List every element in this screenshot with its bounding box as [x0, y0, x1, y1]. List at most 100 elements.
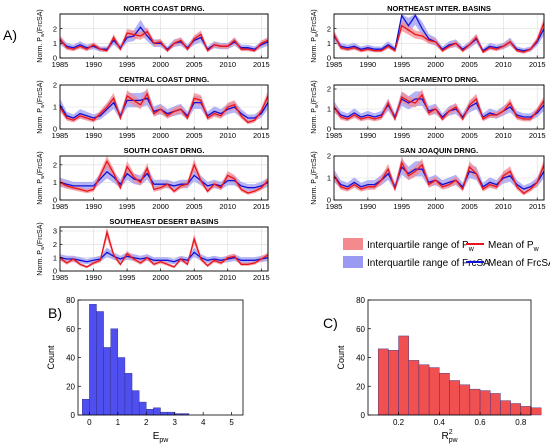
hist-b-x-tick-label: 4: [201, 418, 206, 427]
panel-title: SOUTH COAST DRNG.: [124, 146, 205, 155]
series-line-frcsa: [333, 165, 545, 190]
series-line-pw: [333, 22, 545, 54]
series-line-frcsa: [59, 170, 269, 189]
panel-title: SAN JOAQUIN DRNG.: [400, 146, 478, 155]
x-tick-label: 2010: [495, 131, 512, 140]
x-tick-label: 1995: [393, 131, 410, 140]
panel-title: CENTRAL COAST DRNG.: [119, 75, 209, 84]
hist-c-bar: [510, 403, 522, 416]
hist-b-x-axis-label: Epw: [153, 431, 170, 444]
hist-c-y-axis-label: Count: [336, 345, 346, 370]
y-axis-label: Norm. Pw(FrcSA): [311, 9, 320, 62]
legend: Interquartile range of Pw Mean of Pw Int…: [343, 238, 550, 269]
legend-swatch-iqr-frcsa: [343, 256, 363, 268]
series-line-pw: [59, 159, 269, 194]
x-tick-label: 2005: [461, 131, 478, 140]
line-panel-3: 1985 1990 1995 2000 2005 2010 2015 0 1 2 3 SOUTHEAS…: [37, 217, 270, 282]
x-tick-label: 1985: [52, 273, 69, 282]
y-tick-label: 1: [53, 178, 57, 187]
x-tick-label: 2005: [186, 60, 203, 69]
hist-c-y-tick-label: 20: [356, 382, 365, 391]
x-tick-label: 1995: [119, 273, 136, 282]
band-pw: [60, 87, 268, 125]
x-tick-label: 2015: [253, 273, 270, 282]
hist-c-y-tick-label: 0: [361, 411, 366, 420]
y-tick-label: 1: [327, 39, 331, 48]
x-tick-label: 2010: [495, 60, 512, 69]
legend-label-mean-pw: Mean of Pw: [488, 240, 540, 253]
y-tick-label: 2: [327, 24, 331, 33]
x-tick-label: 2000: [427, 131, 444, 140]
x-tick-label: 1990: [85, 273, 102, 282]
hist-c-bar: [439, 373, 450, 416]
hist-b-bar: [167, 411, 175, 416]
series-line-pw: [59, 229, 269, 268]
x-tick-label: 1985: [326, 131, 343, 140]
x-tick-label: 2015: [529, 60, 546, 69]
plot-border: [333, 84, 545, 130]
y-tick-label: 2: [53, 160, 57, 169]
x-tick-label: 1985: [52, 131, 69, 140]
x-tick-label: 2015: [253, 202, 270, 211]
hist-b-bar: [96, 311, 104, 416]
y-tick-label: 0: [327, 196, 331, 205]
hist-b-bar: [89, 304, 97, 416]
hist-b-bar: [153, 407, 161, 416]
panel-label-b: B): [48, 305, 62, 321]
hist-b-y-tick-label: 0: [71, 411, 76, 420]
hist-b-bar: [131, 390, 140, 416]
line-panel-2: 1985 1990 1995 2000 2005 2010 2015 0 1 2 SOUTH COA…: [37, 146, 270, 211]
y-axis-label: Norm. Pw(FrcSA): [37, 9, 46, 62]
histogram-b: 0 1 2 3 4 5 0 20 40 60 80 Epw Count: [46, 296, 244, 444]
y-tick-label: 2: [53, 240, 57, 249]
hist-b-bar: [138, 401, 147, 416]
hist-b-x-tick-label: 1: [116, 418, 121, 427]
hist-c-bar: [500, 400, 511, 416]
hist-b-y-axis-label: Count: [46, 345, 56, 370]
x-tick-label: 2010: [219, 202, 236, 211]
band-frcsa: [334, 14, 544, 53]
hist-c-bar: [479, 390, 491, 416]
y-tick-label: 0: [53, 54, 57, 63]
line-panel-4: 1985 1990 1995 2000 2005 2010 2015 0 1 2 NORTHEAST…: [311, 4, 546, 69]
hist-b-bar: [82, 398, 90, 416]
x-tick-label: 2000: [152, 273, 169, 282]
y-axis-label: Norm. Pw(FrcSA): [37, 222, 46, 275]
x-tick-label: 2015: [529, 202, 546, 211]
x-tick-label: 2015: [529, 131, 546, 140]
y-tick-label: 1: [53, 39, 57, 48]
hist-c-x-axis-label: R2 pw: [441, 429, 458, 444]
x-tick-label: 1990: [360, 60, 377, 69]
y-axis-label: Norm. Pw(FrcSA): [311, 151, 320, 204]
x-tick-label: 2000: [427, 60, 444, 69]
x-tick-label: 2005: [186, 131, 203, 140]
x-tick-label: 2015: [253, 131, 270, 140]
hist-b-x-tick-label: 2: [144, 418, 149, 427]
histogram-c: 0.2 0.4 0.6 0.8 0 20 40 60 80 R2 pw Count: [336, 296, 542, 444]
x-tick-label: 1985: [52, 202, 69, 211]
hist-c-x-tick-label: 0.8: [515, 418, 527, 427]
x-tick-label: 1995: [119, 60, 136, 69]
hist-c-y-tick-label: 40: [356, 354, 365, 363]
series-line-pw: [59, 92, 269, 124]
panel-title: NORTH COAST DRNG.: [123, 4, 204, 13]
legend-swatch-iqr-pw: [343, 238, 363, 250]
x-tick-label: 2010: [219, 60, 236, 69]
y-tick-label: 0: [327, 125, 331, 134]
y-axis-label: Norm. Pw(FrcSA): [37, 151, 46, 204]
y-tick-label: 1: [327, 174, 331, 183]
plot-border: [333, 13, 545, 59]
x-tick-label: 1985: [52, 60, 69, 69]
x-tick-label: 2000: [152, 60, 169, 69]
legend-label-mean-frcsa: Mean of FrcSA: [488, 258, 550, 269]
y-tick-label: 0: [327, 54, 331, 63]
hist-b-bar: [103, 347, 111, 416]
x-tick-label: 2005: [186, 202, 203, 211]
plot-border: [59, 13, 269, 59]
x-tick-label: 2015: [253, 60, 270, 69]
y-tick-label: 3: [53, 227, 57, 236]
hist-b-x-tick-label: 5: [229, 418, 234, 427]
y-tick-label: 2: [327, 85, 331, 94]
hist-c-y-tick-label: 80: [356, 296, 365, 305]
hist-c-bar: [490, 393, 501, 416]
